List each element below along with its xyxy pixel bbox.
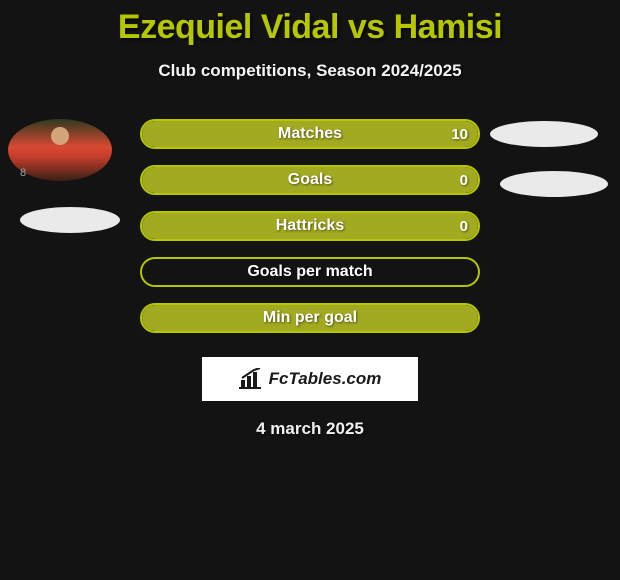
comparison-area: 8 Matches 10 Goals 0 Hattricks 0 Goals p…: [0, 119, 620, 349]
player-right-oval-2: [500, 171, 608, 197]
stat-bar-matches: Matches 10: [140, 119, 480, 149]
player-left-number: 8: [20, 167, 26, 179]
stat-bar-label: Hattricks: [142, 213, 478, 239]
stat-bar-hattricks: Hattricks 0: [140, 211, 480, 241]
logo-text: FcTables.com: [269, 369, 382, 389]
player-right-oval-1: [490, 121, 598, 147]
stat-bar-min-per-goal: Min per goal: [140, 303, 480, 333]
subtitle: Club competitions, Season 2024/2025: [0, 61, 620, 81]
stat-bar-value: 0: [460, 167, 468, 193]
stat-bar-label: Matches: [142, 121, 478, 147]
stat-bar-label: Min per goal: [142, 305, 478, 331]
stat-bar-label: Goals per match: [142, 259, 478, 285]
stat-bar-value: 10: [451, 121, 468, 147]
bar-chart-icon: [239, 368, 265, 390]
stat-bar-value: 0: [460, 213, 468, 239]
page-title: Ezequiel Vidal vs Hamisi: [0, 0, 620, 47]
stat-bar-label: Goals: [142, 167, 478, 193]
player-left-oval: [20, 207, 120, 233]
date-label: 4 march 2025: [0, 419, 620, 439]
stat-bars: Matches 10 Goals 0 Hattricks 0 Goals per…: [140, 119, 480, 349]
stat-bar-goals-per-match: Goals per match: [140, 257, 480, 287]
fctables-logo[interactable]: FcTables.com: [202, 357, 418, 401]
stat-bar-goals: Goals 0: [140, 165, 480, 195]
